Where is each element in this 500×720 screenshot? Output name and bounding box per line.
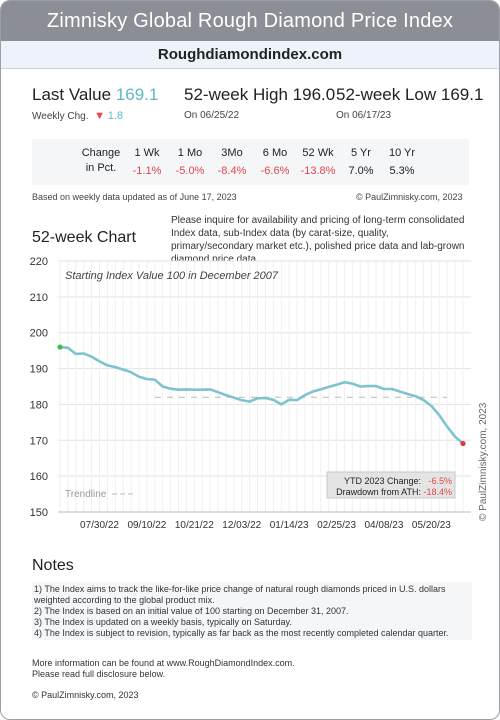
change-period-label: 1 Mo <box>177 147 203 159</box>
change-period-value: -6.6% <box>260 165 290 177</box>
footer-copyright: © PaulZimnisky.com, 2023 <box>32 690 139 700</box>
based-on-note: Based on weekly data updated as of June … <box>32 192 237 202</box>
x-tick-label: 02/25/23 <box>317 520 356 531</box>
more-info-line1: More information can be found at www.Rou… <box>32 658 295 668</box>
copyright-top: © PaulZimnisky.com, 2023 <box>356 192 463 202</box>
x-tick-label: 01/14/23 <box>270 520 309 531</box>
x-tick-label: 05/20/23 <box>412 520 451 531</box>
change-period-label: 1 Wk <box>134 147 160 159</box>
high-value: 52-week High 196.0 <box>184 85 336 104</box>
change-period-value: -1.1% <box>132 165 162 177</box>
watermark-text: © PaulZimnisky.com, 2023 <box>478 402 489 521</box>
change-period-value: -8.4% <box>217 165 247 177</box>
change-period-label: 5 Yr <box>351 147 371 159</box>
y-tick-label: 160 <box>30 471 48 483</box>
down-arrow-icon: ▼ <box>94 110 105 122</box>
change-table: Change in Pct. 1 Wk -1.1% 1 Mo -5.0% 3Mo -8.4… <box>32 139 469 185</box>
change-period-value: -13.8% <box>300 165 336 177</box>
note-4: 4) The Index is subject to revision, typ… <box>34 628 449 638</box>
more-info-line2: Please read full disclosure below. <box>32 669 166 679</box>
x-tick-label: 12/03/22 <box>222 520 261 531</box>
y-tick-label: 190 <box>30 364 48 376</box>
change-period-label: 3Mo <box>221 147 243 159</box>
note-2: 2) The Index is based on an initial valu… <box>34 606 349 616</box>
change-period-label: 6 Mo <box>262 147 288 159</box>
y-tick-label: 180 <box>30 399 48 411</box>
inquiry-note: Please inquire for availability and pric… <box>171 215 465 265</box>
chart-title: 52-week Chart <box>32 229 137 246</box>
change-period-label: 10 Yr <box>388 147 416 159</box>
change-period-label: 52 Wk <box>302 147 334 159</box>
weekly-change-label: Weekly Chg. <box>32 111 89 122</box>
site-link[interactable]: Roughdiamondindex.com <box>1 41 499 69</box>
annotation-box <box>326 471 456 499</box>
start-point <box>57 344 63 350</box>
x-tick-label: 10/21/22 <box>175 520 214 531</box>
annotation-value: -6.5% <box>428 476 452 486</box>
end-point <box>460 440 466 447</box>
last-value: Last Value 169.1 <box>32 85 158 105</box>
change-label-line1: Change <box>81 147 121 159</box>
y-tick-label: 200 <box>30 328 48 340</box>
weekly-change: Weekly Chg. ▼ 1.8 <box>32 110 123 122</box>
y-tick-label: 150 <box>30 507 48 519</box>
low-date: On 06/17/23 <box>336 110 392 121</box>
chart-subtitle: Starting Index Value 100 in December 200… <box>65 270 279 282</box>
change-period-value: 7.0% <box>348 165 374 177</box>
legend-label: Trendline <box>65 489 107 500</box>
notes-box: 1) The Index aims to track the like-for-… <box>32 582 472 640</box>
series-line <box>58 345 465 445</box>
annotation-label: Drawdown from ATH: <box>336 487 421 497</box>
y-tick-label: 210 <box>30 292 48 304</box>
y-tick-label: 220 <box>30 256 48 268</box>
weekly-change-value: 1.8 <box>107 110 124 122</box>
last-value-number: 169.1 <box>115 85 159 104</box>
change-period-value: 5.3% <box>389 165 415 177</box>
change-period-value: -5.0% <box>175 165 205 177</box>
annotation-label: YTD 2023 Change: <box>344 476 421 486</box>
low-value: 52-week Low 169.1 <box>336 85 484 104</box>
change-label-line2: in Pct. <box>85 162 117 174</box>
note-1: 1) The Index aims to track the like-for-… <box>34 584 446 605</box>
notes-title: Notes <box>32 557 74 574</box>
note-3: 3) The Index is updated on a weekly basi… <box>34 617 292 627</box>
x-tick-label: 09/10/22 <box>127 520 166 531</box>
more-info: More information can be found at www.Rou… <box>32 658 295 680</box>
annotation-value: -18.4% <box>423 487 452 497</box>
line-chart: 150 160 170 180 190 200 210 220 07/30/22 09/10/22… <box>30 256 489 531</box>
page-title: Zimnisky Global Rough Diamond Price Inde… <box>1 1 499 41</box>
y-tick-label: 170 <box>30 435 48 447</box>
high-date: On 06/25/22 <box>184 110 240 121</box>
plot-area <box>58 261 471 512</box>
x-tick-label: 07/30/22 <box>80 520 119 531</box>
last-value-label: Last Value <box>32 85 112 104</box>
x-tick-label: 04/08/23 <box>365 520 404 531</box>
